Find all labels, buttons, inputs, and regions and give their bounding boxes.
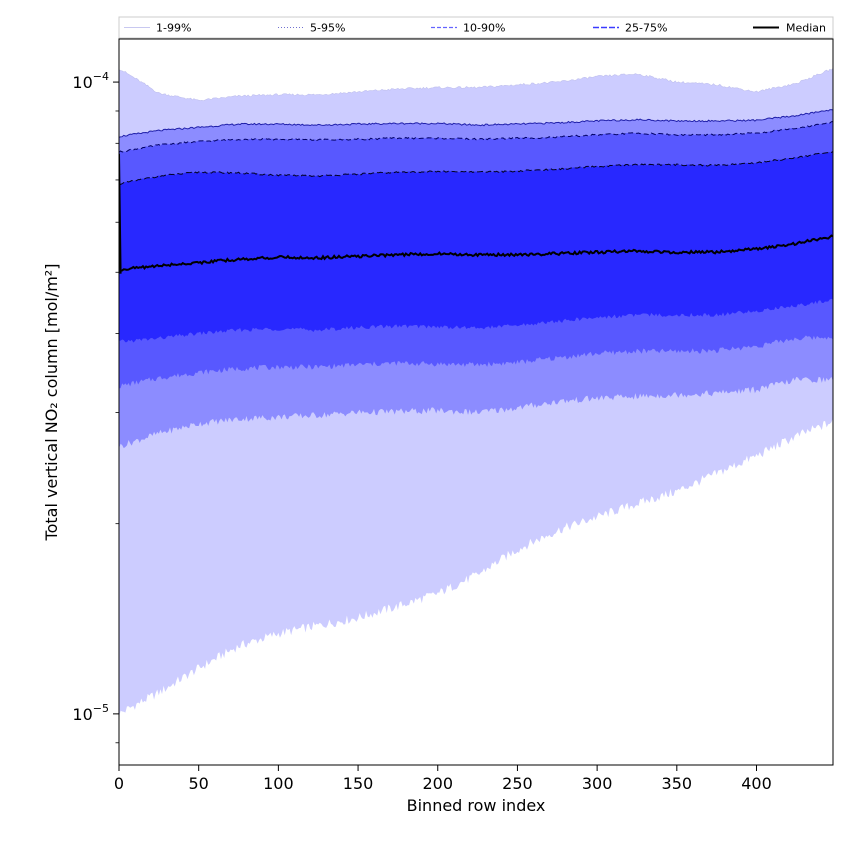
x-tick-label: 50 xyxy=(189,774,209,793)
legend-box xyxy=(118,16,834,39)
legend-label-median: Median xyxy=(786,22,826,35)
x-tick-label: 200 xyxy=(422,774,453,793)
band-edge-lines xyxy=(119,68,833,185)
band-upper-edge-5-95 xyxy=(119,109,833,138)
y-tick-label: 10−5 xyxy=(72,702,109,724)
x-tick-label: 100 xyxy=(263,774,294,793)
median-line xyxy=(119,153,833,274)
y-axis-label: Total vertical NO₂ column [mol/m²] xyxy=(42,264,61,542)
x-axis: 0 50 100 150 200 250 300 350 400 xyxy=(114,765,772,793)
legend: 1-99% 5-95% 10-90% 25-75% Median xyxy=(118,16,834,39)
x-tick-label: 250 xyxy=(502,774,533,793)
median-layer xyxy=(119,153,833,274)
x-tick-label: 150 xyxy=(343,774,374,793)
plot-frame xyxy=(118,38,834,766)
legend-label-5-95: 5-95% xyxy=(310,22,345,35)
band-upper-edge-25-75 xyxy=(119,151,833,185)
legend-label-1-99: 1-99% xyxy=(156,22,191,35)
y-tick-label: 10−4 xyxy=(72,70,109,92)
x-tick-label: 300 xyxy=(582,774,613,793)
band-upper-edge-1-99 xyxy=(119,68,833,102)
band-upper-edge-10-90 xyxy=(119,121,833,153)
legend-label-10-90: 10-90% xyxy=(463,22,505,35)
x-tick-label: 400 xyxy=(741,774,772,793)
legend-label-25-75: 25-75% xyxy=(625,22,667,35)
x-tick-label: 350 xyxy=(662,774,693,793)
x-tick-label: 0 xyxy=(114,774,124,793)
x-axis-label: Binned row index xyxy=(407,796,546,815)
band-25-75 xyxy=(119,151,833,343)
y-axis: 10−5 10−4 xyxy=(72,70,119,744)
